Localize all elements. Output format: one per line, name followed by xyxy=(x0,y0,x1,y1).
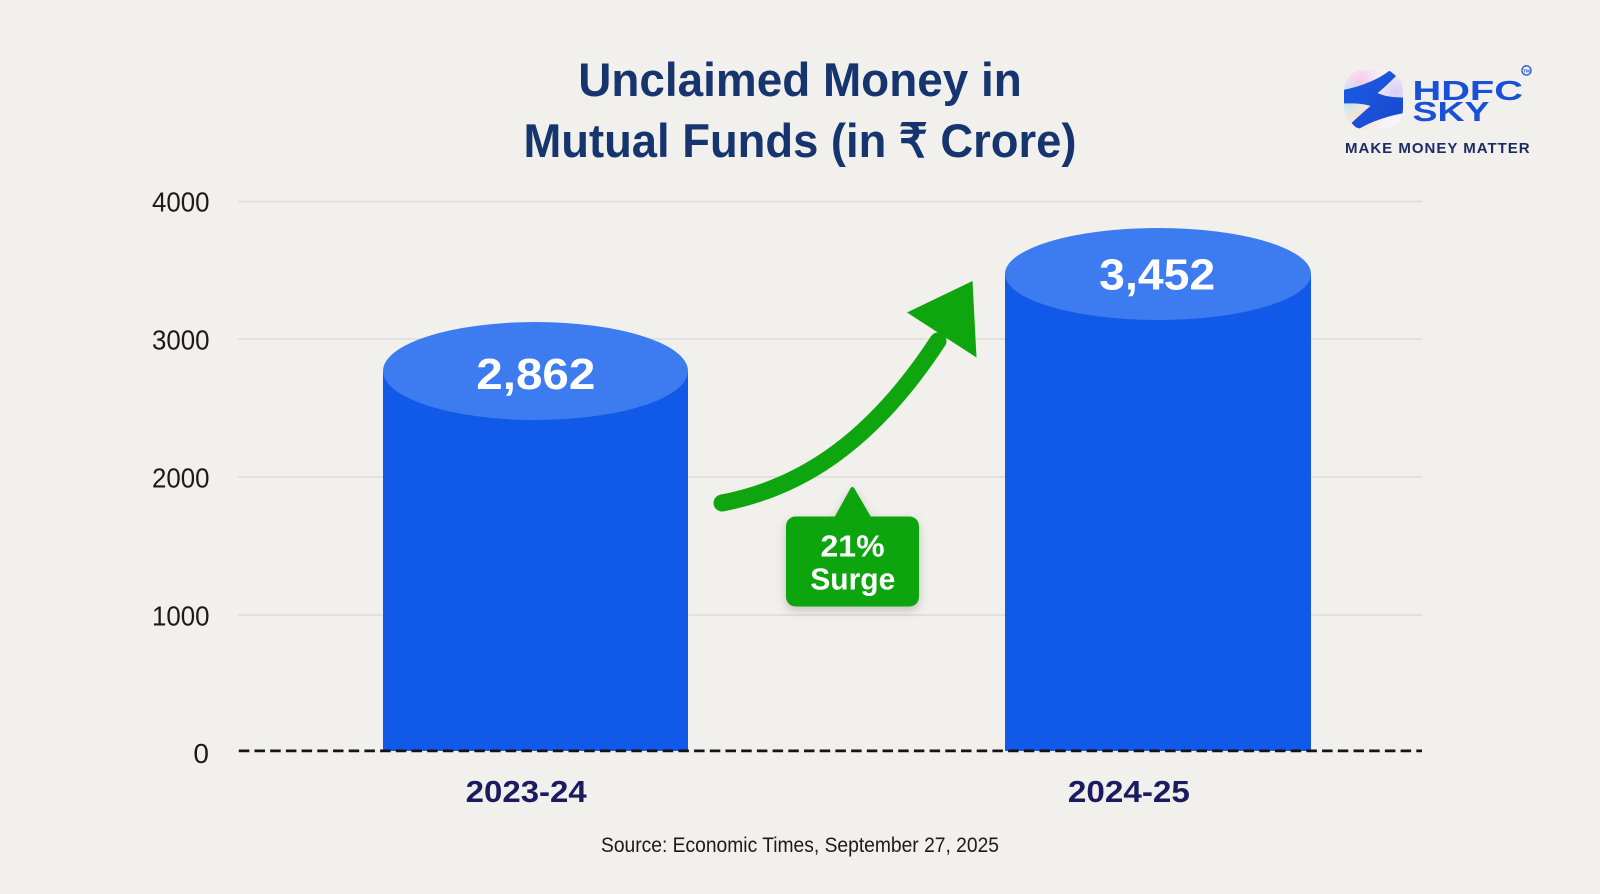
svg-text:2,862: 2,862 xyxy=(476,350,595,399)
svg-text:MAKE MONEY MATTER: MAKE MONEY MATTER xyxy=(1345,140,1531,157)
svg-text:0: 0 xyxy=(193,738,209,769)
svg-text:TM: TM xyxy=(1523,68,1530,73)
svg-text:3000: 3000 xyxy=(152,325,210,356)
svg-text:1000: 1000 xyxy=(152,600,210,631)
svg-text:SKY: SKY xyxy=(1413,97,1490,128)
svg-text:Mutual Funds (in ₹ Crore): Mutual Funds (in ₹ Crore) xyxy=(524,114,1077,167)
svg-text:21%: 21% xyxy=(821,529,885,564)
svg-text:2024-25: 2024-25 xyxy=(1068,774,1190,809)
svg-text:2000: 2000 xyxy=(152,463,210,494)
svg-text:Unclaimed Money in: Unclaimed Money in xyxy=(578,53,1022,106)
svg-text:3,452: 3,452 xyxy=(1099,251,1215,300)
svg-text:HDFC: HDFC xyxy=(1413,76,1523,107)
svg-text:2023-24: 2023-24 xyxy=(466,774,588,809)
svg-text:Source: Economic Times, Septem: Source: Economic Times, September 27, 20… xyxy=(601,834,999,857)
svg-text:Surge: Surge xyxy=(810,562,895,597)
svg-text:4000: 4000 xyxy=(152,187,210,218)
